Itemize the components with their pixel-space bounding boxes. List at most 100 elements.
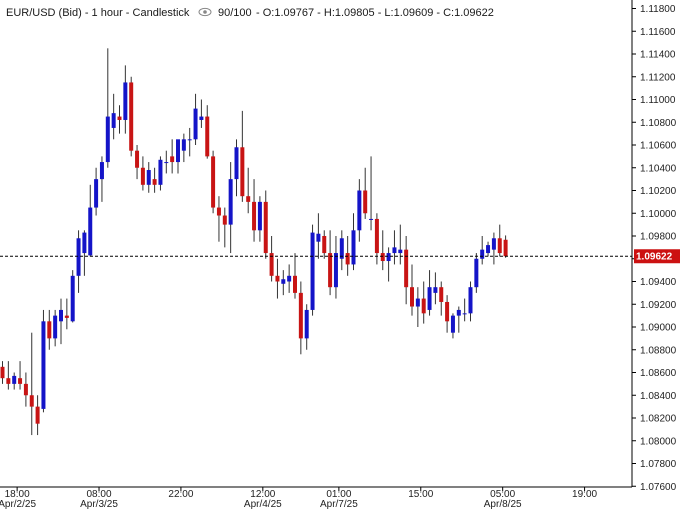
- time-tick-label: 15:00: [408, 489, 433, 500]
- eye-icon[interactable]: [198, 7, 212, 17]
- candle-body: [275, 275, 280, 282]
- time-tick-label: 12:00: [250, 489, 275, 500]
- visibility-value: 90/100: [218, 7, 252, 19]
- price-tick-label: 1.08400: [640, 391, 677, 402]
- candle-body: [123, 82, 128, 120]
- candle: [164, 150, 169, 174]
- candle-body: [480, 249, 485, 259]
- candle: [129, 76, 134, 157]
- candle-body: [222, 215, 227, 225]
- candle-body: [450, 315, 455, 333]
- candle: [76, 230, 81, 293]
- candle: [12, 372, 17, 390]
- candle: [211, 150, 216, 214]
- candle-body: [94, 179, 99, 208]
- candle-body: [263, 201, 268, 254]
- price-tick-label: 1.07800: [640, 459, 677, 470]
- candle: [240, 110, 245, 202]
- candle: [6, 361, 11, 390]
- candle: [82, 230, 87, 276]
- candle-body: [363, 190, 368, 214]
- candle-body: [398, 249, 403, 254]
- candle-body: [199, 116, 204, 120]
- candle: [193, 93, 198, 145]
- candle-body: [240, 147, 245, 197]
- candle: [310, 224, 315, 316]
- candle: [421, 281, 426, 324]
- candle-body: [281, 279, 286, 284]
- date-tick-label: Apr/7/25: [320, 499, 358, 509]
- candle: [304, 304, 309, 350]
- candle-body: [152, 179, 157, 185]
- candle: [363, 167, 368, 219]
- candle-body: [47, 321, 52, 339]
- candle: [228, 162, 233, 254]
- candle-body: [316, 233, 321, 242]
- candle: [257, 196, 262, 242]
- candle-body: [339, 238, 344, 259]
- candle-body: [88, 207, 93, 256]
- candle-body: [0, 366, 5, 379]
- price-tick-label: 1.09400: [640, 277, 677, 288]
- candle: [380, 230, 385, 271]
- candle: [491, 232, 496, 265]
- candle: [47, 309, 52, 350]
- candle: [468, 281, 473, 322]
- candle-body: [41, 321, 46, 409]
- candle-body: [29, 395, 34, 407]
- candle: [398, 224, 403, 265]
- candle: [146, 162, 151, 193]
- candle-body: [193, 108, 198, 140]
- candle-body: [105, 116, 110, 163]
- candle: [392, 230, 397, 265]
- price-tick-label: 1.08000: [640, 436, 677, 447]
- candle: [328, 230, 333, 296]
- candle: [357, 179, 362, 242]
- candle: [41, 309, 46, 413]
- candle-body: [351, 230, 356, 265]
- candle: [187, 127, 192, 157]
- candle-body: [216, 207, 221, 216]
- candle-body: [53, 315, 58, 339]
- candle: [450, 313, 455, 339]
- candle: [64, 298, 69, 330]
- candle: [0, 361, 5, 384]
- candle-body: [228, 179, 233, 225]
- candle-body: [246, 196, 251, 202]
- candle: [176, 139, 180, 174]
- candle-body: [164, 162, 169, 164]
- candle: [386, 247, 391, 282]
- date-tick-label: Apr/8/25: [484, 499, 522, 509]
- candle-body: [380, 253, 385, 262]
- candle: [322, 230, 327, 259]
- candle-body: [474, 258, 479, 288]
- candle-body: [462, 313, 467, 315]
- price-tick-label: 1.11200: [640, 72, 676, 83]
- candle: [298, 281, 303, 355]
- candle-body: [129, 82, 134, 151]
- candle-body: [456, 309, 461, 316]
- candle-body: [18, 378, 23, 384]
- candle: [404, 236, 409, 305]
- time-tick-label: 08:00: [87, 489, 112, 500]
- candle-body: [6, 378, 11, 384]
- candle-body: [468, 287, 473, 314]
- candle: [216, 196, 221, 242]
- candle-body: [181, 139, 186, 151]
- candle-body: [111, 113, 116, 128]
- candle: [23, 372, 28, 407]
- candle: [158, 156, 163, 191]
- candle: [181, 133, 186, 163]
- candle-body: [298, 292, 303, 339]
- candle: [503, 235, 508, 258]
- candle-body: [59, 309, 63, 322]
- candle-body: [269, 253, 274, 276]
- candle-body: [386, 253, 391, 262]
- price-tick-label: 1.11400: [640, 50, 676, 61]
- candle-body: [135, 150, 140, 168]
- candle: [486, 241, 491, 257]
- candle: [263, 190, 268, 259]
- candle-body: [310, 232, 315, 310]
- price-tick-label: 1.10800: [640, 118, 677, 129]
- candle: [29, 332, 34, 436]
